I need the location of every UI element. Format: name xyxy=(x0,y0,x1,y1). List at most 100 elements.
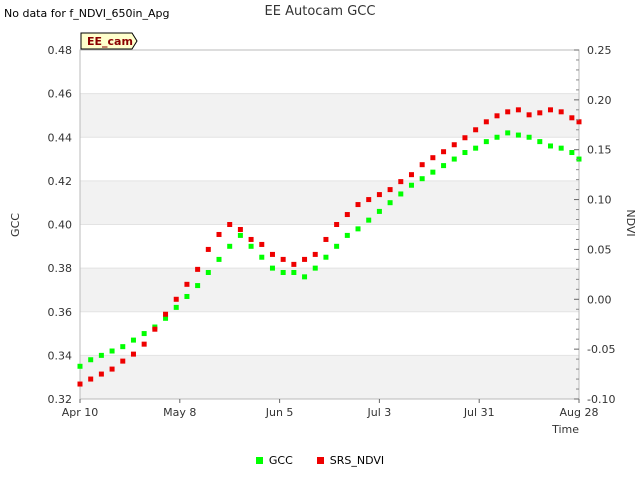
y-tick-label: 0.32 xyxy=(48,393,73,406)
x-tick-label: Jul 31 xyxy=(463,406,495,419)
y2-axis-label: NDVI xyxy=(624,209,637,236)
ndvi-point xyxy=(494,113,500,119)
ndvi-point xyxy=(184,281,190,287)
gcc-point xyxy=(576,156,582,162)
ndvi-point xyxy=(430,155,436,161)
gcc-point xyxy=(184,293,190,299)
ndvi-point xyxy=(366,197,372,203)
ndvi-point xyxy=(344,212,350,218)
ndvi-point xyxy=(130,351,136,357)
ndvi-point xyxy=(569,115,575,121)
site-tag: EE_cam xyxy=(80,32,138,50)
gcc-point xyxy=(259,254,265,260)
gcc-point xyxy=(334,243,340,249)
y2-tick-label: 0.25 xyxy=(587,44,612,57)
gcc-point xyxy=(451,156,457,162)
ndvi-point xyxy=(312,251,318,257)
gcc-point xyxy=(98,352,104,358)
gcc-point xyxy=(483,139,489,145)
gcc-point xyxy=(77,363,83,369)
ndvi-point xyxy=(280,256,286,262)
y2-tick-label: 0.10 xyxy=(587,194,612,207)
chart-legend: GCC SRS_NDVI xyxy=(0,454,640,467)
y2-tick-label: 0.15 xyxy=(587,144,612,157)
x-tick-label: Jul 3 xyxy=(367,406,392,419)
ndvi-point xyxy=(576,119,582,125)
y2-tick-label: 0.20 xyxy=(587,94,612,107)
ndvi-point xyxy=(269,251,275,257)
gcc-point xyxy=(269,265,275,271)
gcc-point xyxy=(441,163,447,169)
x-axis-ticks: Apr 10 May 8 Jun 5 Jul 3 Jul 31 Aug 28 xyxy=(62,399,599,419)
ndvi-point xyxy=(302,256,308,262)
y2-tick-label: -0.10 xyxy=(587,393,615,406)
ndvi-point xyxy=(323,236,329,242)
gcc-point xyxy=(130,337,136,343)
ndvi-point xyxy=(526,112,532,118)
y-tick-label: 0.38 xyxy=(48,262,73,275)
left-axis-ticks: 0.32 0.34 0.36 0.38 0.40 0.42 0.44 0.46 0.48 xyxy=(48,44,73,406)
gcc-point xyxy=(323,254,329,260)
ndvi-point xyxy=(398,179,404,185)
right-axis-ticks: -0.10 -0.05 0.00 0.05 0.10 0.15 0.20 0.25 xyxy=(574,44,615,406)
ndvi-point xyxy=(109,366,115,372)
ndvi-point xyxy=(163,311,169,317)
gcc-point xyxy=(387,200,393,206)
x-axis-label: Time xyxy=(551,423,579,436)
y2-tick-label: -0.05 xyxy=(587,343,615,356)
x-tick-label: Apr 10 xyxy=(62,406,99,419)
gcc-point xyxy=(430,169,436,175)
legend-item-gcc: GCC xyxy=(255,454,293,467)
ndvi-point xyxy=(195,266,201,272)
x-tick-label: Aug 28 xyxy=(560,406,599,419)
gcc-point xyxy=(344,232,350,238)
ndvi-point xyxy=(387,187,393,193)
y-tick-label: 0.44 xyxy=(48,131,73,144)
ndvi-point xyxy=(120,358,126,364)
y-axis-label: GCC xyxy=(9,213,22,237)
x-tick-label: Jun 5 xyxy=(265,406,294,419)
plot-frame xyxy=(79,49,580,400)
ndvi-point xyxy=(419,162,425,168)
site-tag-label: EE_cam xyxy=(87,35,133,48)
ndvi-point xyxy=(205,246,211,252)
y-tick-label: 0.42 xyxy=(48,175,73,188)
gcc-point xyxy=(398,191,404,197)
y2-tick-label: 0.00 xyxy=(587,293,612,306)
gcc-point xyxy=(355,226,361,232)
ndvi-point xyxy=(227,222,233,227)
gcc-point xyxy=(376,208,382,214)
gcc-point xyxy=(248,243,254,249)
y2-tick-label: 0.05 xyxy=(587,243,612,256)
ndvi-point xyxy=(237,226,243,232)
ndvi-point xyxy=(248,236,254,242)
gcc-point xyxy=(120,344,126,350)
gcc-point xyxy=(88,357,94,363)
no-data-message: No data for f_NDVI_650in_Apg xyxy=(4,7,170,20)
background-bands xyxy=(80,93,579,399)
gcc-point xyxy=(163,315,169,321)
gcc-point xyxy=(205,269,211,275)
ndvi-point xyxy=(173,296,179,302)
ndvi-point xyxy=(537,110,543,116)
ndvi-point xyxy=(376,192,382,198)
gcc-series xyxy=(77,130,582,369)
ndvi-point xyxy=(77,381,83,387)
gcc-point xyxy=(366,217,372,223)
y-tick-label: 0.48 xyxy=(48,44,73,57)
gcc-point xyxy=(291,269,297,275)
y-tick-label: 0.34 xyxy=(48,349,73,362)
ndvi-point xyxy=(515,107,521,113)
ndvi-point xyxy=(216,231,222,237)
y-tick-label: 0.36 xyxy=(48,306,73,319)
gcc-point xyxy=(302,274,308,280)
gcc-point xyxy=(280,269,286,275)
grid-band xyxy=(80,180,579,225)
gcc-point xyxy=(515,132,521,138)
ndvi-point xyxy=(355,202,361,208)
legend-label-gcc: GCC xyxy=(268,454,293,467)
gcc-point xyxy=(569,150,575,156)
gcc-point xyxy=(141,331,147,337)
ndvi-point xyxy=(291,261,297,267)
ndvi-series xyxy=(77,107,582,387)
